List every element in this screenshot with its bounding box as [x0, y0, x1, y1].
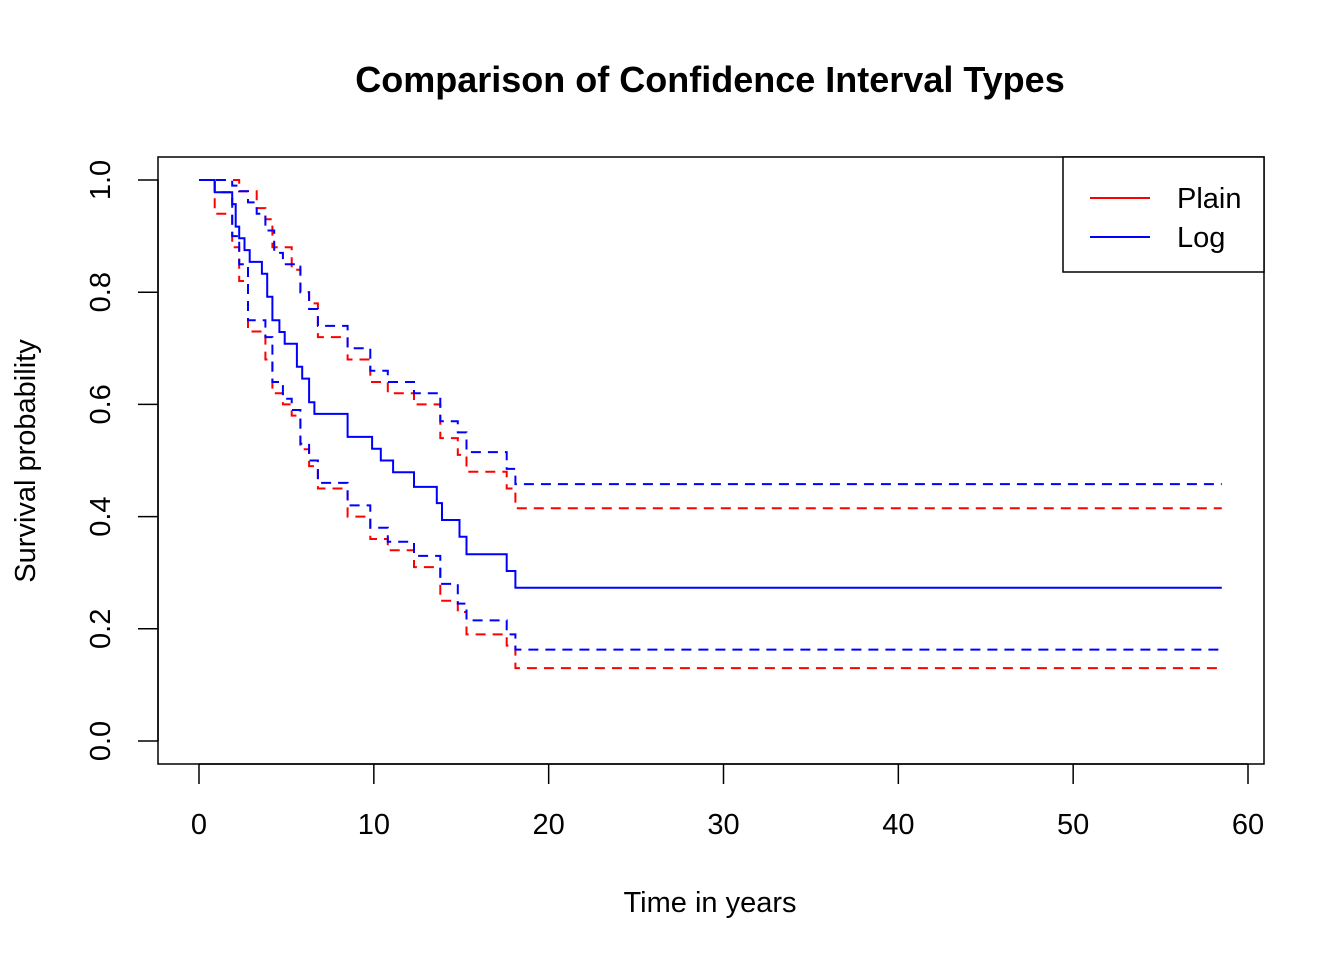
series-log: [199, 179, 1222, 651]
legend-box: [1062, 156, 1265, 273]
x-tick-label: 50: [1057, 809, 1089, 841]
y-tick-label: 1.0: [85, 160, 117, 200]
curve-log-estimate: [199, 179, 1222, 589]
y-tick-label: 0.8: [85, 272, 117, 312]
y-axis: 0.0 0.2 0.4 0.6 0.8 1.0: [85, 160, 159, 761]
legend: Plain Log: [1062, 156, 1265, 273]
legend-label-log: Log: [1177, 222, 1225, 254]
x-tick-label: 40: [882, 809, 914, 841]
curve-log-upper: [199, 179, 1222, 486]
curve-plain-lower: [199, 179, 1222, 670]
x-tick-label: 30: [707, 809, 739, 841]
x-tick-label: 60: [1232, 809, 1264, 841]
x-tick-label: 10: [358, 809, 390, 841]
chart-title: Comparison of Confidence Interval Types: [355, 59, 1064, 100]
x-axis: 0 10 20 30 40 50 60: [191, 763, 1264, 841]
x-tick-label: 0: [191, 809, 207, 841]
y-axis-label: Survival probability: [10, 339, 42, 583]
y-tick-label: 0.0: [85, 721, 117, 761]
curve-log-lower: [199, 179, 1222, 651]
legend-label-plain: Plain: [1177, 183, 1242, 215]
y-tick-label: 0.4: [85, 496, 117, 536]
y-tick-label: 0.6: [85, 384, 117, 424]
x-tick-label: 20: [533, 809, 565, 841]
y-tick-label: 0.2: [85, 609, 117, 649]
x-axis-label: Time in years: [624, 887, 797, 919]
curves: [199, 179, 1222, 670]
